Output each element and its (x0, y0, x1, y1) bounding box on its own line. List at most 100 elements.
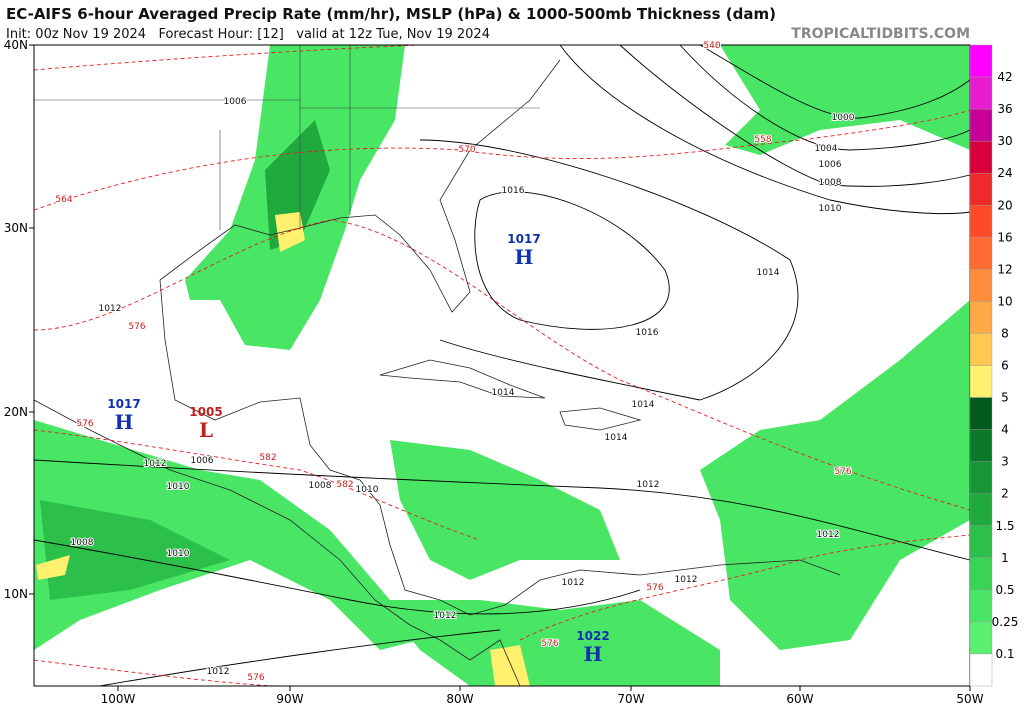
lon-label: 80W (446, 692, 473, 706)
isobar-label: 1012 (817, 530, 840, 540)
isobar-label: 1006 (191, 456, 214, 466)
thickness-label: 558 (754, 135, 771, 145)
pressure-letter: H (584, 642, 603, 666)
pressure-value: 1005 (189, 405, 222, 419)
colorbar-swatch (969, 333, 993, 366)
isobar-label: 1006 (224, 97, 247, 107)
colorbar-label: 0.5 (995, 583, 1014, 597)
isobar-label: 1008 (309, 481, 332, 491)
colorbar-swatch (969, 589, 993, 623)
thickness-line (519, 534, 971, 641)
isobar-label: 1006 (819, 160, 842, 170)
colorbar-label: 42 (997, 70, 1012, 84)
lon-label: 60W (786, 692, 813, 706)
pressure-value: 1017 (107, 397, 140, 411)
precip-area (720, 45, 970, 155)
colorbar-swatch (969, 653, 993, 687)
colorbar-label: 6 (1001, 359, 1009, 373)
isobar-label: 1010 (356, 485, 379, 495)
pressure-value: 1022 (576, 629, 609, 643)
precip-area (490, 645, 530, 686)
precip-area (34, 420, 420, 650)
isobar-label: 1012 (99, 304, 122, 314)
colorbar-label: 1 (1001, 551, 1009, 565)
colorbar-swatch (969, 44, 993, 78)
colorbar-label: 36 (997, 102, 1012, 116)
isobar-label: 1014 (632, 400, 655, 410)
thickness-line (33, 219, 971, 511)
isobar (559, 44, 971, 215)
thickness-line (33, 429, 481, 541)
isobar (33, 539, 641, 615)
colorbar-swatch (969, 76, 993, 110)
isobar (33, 459, 971, 561)
colorbar-label: 8 (1001, 326, 1009, 340)
isobar-label: 1014 (492, 388, 515, 398)
isobar-label: 1014 (605, 433, 628, 443)
coastline (33, 399, 521, 687)
isobar (474, 191, 670, 330)
lat-label: 30N (4, 221, 28, 235)
colorbar-swatch (969, 525, 993, 558)
thickness-label: 576 (646, 583, 663, 593)
isobar-label: 1012 (562, 578, 585, 588)
lon-label: 50W (956, 692, 983, 706)
site-name: TROPICALTIDBITS.COM (791, 26, 970, 42)
coastline (379, 359, 546, 399)
lat-label: 40N (4, 38, 28, 52)
thickness-line (33, 44, 421, 71)
coastline (159, 279, 841, 616)
coastlines (33, 45, 841, 687)
thickness-label: 576 (834, 467, 851, 477)
thickness-label: 540 (703, 41, 720, 51)
colorbar-swatch (969, 557, 993, 591)
pressure-value: 1017 (507, 232, 540, 246)
precip-area (36, 555, 70, 580)
colorbar-swatch (969, 493, 993, 526)
isobar (679, 44, 971, 151)
thickness-label: 576 (76, 419, 93, 429)
pressure-letter: L (199, 418, 213, 442)
lon-label: 90W (276, 692, 303, 706)
lat-label: 10N (4, 587, 28, 601)
thickness-label: 576 (541, 639, 558, 649)
colorbar-label: 20 (997, 198, 1012, 212)
thickness-line (33, 659, 281, 687)
lon-label: 100W (101, 692, 136, 706)
isobar-label: 1012 (144, 459, 167, 469)
thickness-label: 564 (55, 195, 72, 205)
isobars (33, 44, 971, 687)
isobar-label: 1010 (167, 482, 190, 492)
isobar (699, 44, 971, 119)
isobar-label: 1008 (71, 538, 94, 548)
colorbar-label: 30 (997, 134, 1012, 148)
colorbar-label: 0.25 (992, 615, 1019, 629)
precip-area (390, 440, 620, 580)
isobar (619, 44, 971, 187)
colorbar-label: 24 (997, 166, 1012, 180)
lon-label: 70W (617, 692, 644, 706)
colorbar-label: 12 (997, 262, 1012, 276)
isobar-label: 1000 (832, 113, 855, 123)
pressure-letter: H (515, 245, 534, 269)
subtitle: Init: 00z Nov 19 2024 Forecast Hour: [12… (6, 27, 490, 42)
colorbar-label: 16 (997, 230, 1012, 244)
isobar-label: 1014 (757, 268, 780, 278)
coastline (559, 407, 642, 431)
precip-area (380, 600, 720, 686)
title: EC-AIFS 6-hour Averaged Precip Rate (mm/… (6, 5, 776, 23)
isobar-label: 1016 (502, 186, 525, 196)
colorbar-swatch (969, 621, 993, 655)
colorbar-label: 10 (997, 294, 1012, 308)
isobar-label: 1012 (207, 667, 230, 677)
colorbar-label: 1.5 (995, 519, 1014, 533)
isobar-label: 1012 (637, 480, 660, 490)
isobar-label: 1010 (167, 549, 190, 559)
isobar-label: 1004 (815, 144, 838, 154)
lat-label: 20N (4, 405, 28, 419)
isobar-label: 1010 (819, 204, 842, 214)
colorbar-label: 2 (1001, 487, 1009, 501)
colorbar-swatch (969, 108, 993, 142)
precip-area (40, 500, 230, 600)
